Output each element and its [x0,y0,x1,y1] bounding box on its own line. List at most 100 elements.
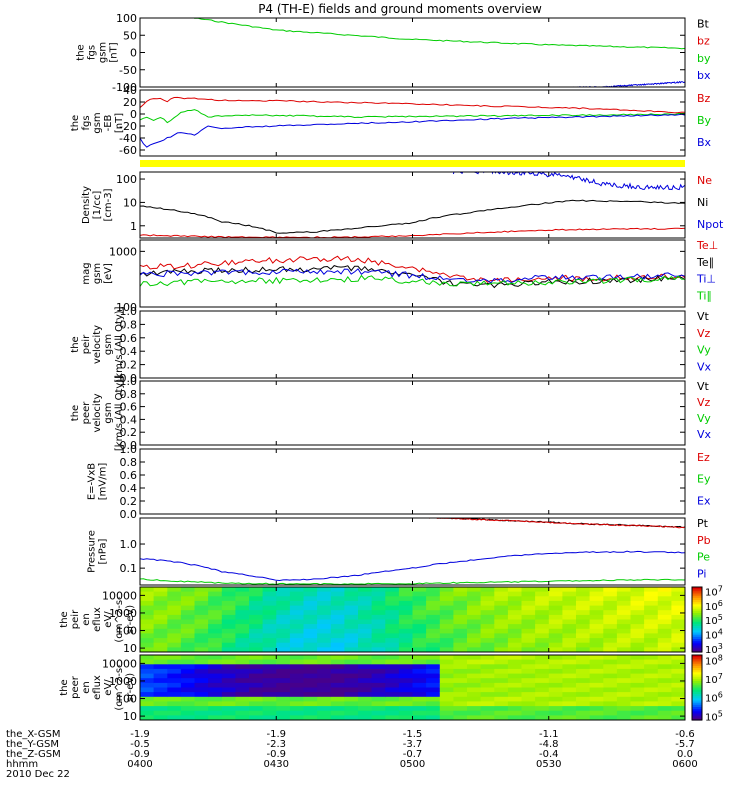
spectrogram-cell [208,701,223,707]
spectrogram-cell [371,715,386,720]
spectrogram-cell [221,638,236,644]
spectrogram-cell [644,696,659,702]
spectrogram-cell [507,673,523,679]
spectrogram-cell [140,647,155,652]
spectrogram-cell [330,596,345,602]
spectrogram-cell [616,692,632,698]
y-tick-label: 0.8 [120,318,138,331]
spectrogram-cell [412,610,427,616]
spectrogram-cell [221,668,236,675]
spectrogram-cell [453,624,468,630]
spectrogram-cell [616,633,632,639]
spectrogram-cell [208,692,223,698]
spectrogram-cell [303,655,318,661]
spectrogram-cell [385,701,400,707]
y-axis-label-line: eV/ [103,611,114,628]
spectrogram-cell [235,642,250,648]
spectrogram-cell [385,633,400,639]
legend-entry: Te⊥ [696,239,718,252]
spectrogram-cell [208,682,223,689]
y-axis-label-line: peer [81,401,92,425]
spectrogram-cell [494,619,509,625]
spectrogram-cell [589,664,604,670]
spectrogram-cell [194,692,209,698]
spectrogram-cell [194,591,209,597]
spectrogram-cell [371,638,386,644]
y-tick-label: 1.0 [120,443,138,456]
spectrogram-cell [439,633,454,639]
colorbar-segment [692,689,702,693]
spectrogram-cell [289,701,305,707]
colorbar-tick-label: 103 [705,642,723,656]
colorbar-segment [692,647,702,651]
spectrogram-cell [208,715,223,720]
spectrogram-cell [603,673,618,679]
spectrogram-cell [235,596,250,602]
legend-entry: Npot [697,218,724,231]
spectrogram-cell [644,655,659,661]
series-group-1 [140,96,685,148]
spectrogram-cell [208,624,223,630]
spectrogram-cell [576,673,591,679]
spectrogram-cell [371,692,386,698]
spectrogram-cell [630,600,645,607]
spectrogram-cell [453,678,468,684]
spectrogram-cell [235,668,250,675]
colorbar-segment [692,685,702,689]
spectrogram-cell [180,642,196,648]
legend-entry: by [697,52,711,65]
spectrogram-cell [317,655,332,661]
colorbar-segment [692,613,702,616]
spectrogram-cell [644,664,659,670]
spectrogram-cell [140,600,155,607]
spectrogram-cell [194,673,209,679]
spectrogram-cell [167,624,182,630]
spectrogram-cell [385,628,400,634]
spectrogram-cell [344,701,359,707]
spectrogram-cell [480,715,495,720]
spectrogram-cell [562,687,577,693]
time-axis-value: 0500 [400,759,425,770]
spectrogram-cell [276,591,291,597]
spectrogram-cell [467,659,482,665]
legend-entry: Vt [697,310,710,323]
spectrogram-cell [303,687,318,693]
spectrogram-cell [167,668,182,675]
spectrogram-cell [412,687,427,693]
y-tick-label: 1000 [109,607,137,620]
y-tick-label: 1.0 [120,538,138,551]
spectrogram-cell [249,596,264,602]
spectrogram-cell [548,687,563,693]
spectrogram-cell [671,624,685,630]
spectrogram-cell [439,591,454,597]
spectrogram-cell [262,624,277,630]
spectrogram-cell [398,696,414,702]
spectrogram-cell [180,587,196,593]
spectrogram-cell [167,605,182,611]
spectrogram-cell [249,587,264,593]
spectrogram-cell [521,596,536,602]
spectrogram-cell [276,696,291,702]
spectrogram-cell [657,687,672,693]
spectrogram-cell [494,587,509,593]
spectrogram-cell [589,647,604,652]
spectrogram-cell [535,614,550,621]
spectrogram-cell [140,587,155,593]
spectrogram-cell [167,591,182,597]
spectrogram-cell [589,628,604,634]
spectrogram-cell [521,587,536,593]
spectrogram-cell [398,687,414,693]
spectrogram-cell [317,596,332,602]
spectrogram-cell [140,659,155,665]
spectrogram-cell [467,664,482,670]
spectrogram-cell [371,659,386,665]
spectrogram-cell [412,596,427,602]
y-axis-label-line: [eV] [103,263,114,284]
spectrogram-cell [303,633,318,639]
spectrogram-cell [603,692,618,698]
spectrogram-cell [153,610,168,616]
y-axis-label-line: [cm-3] [103,188,114,221]
spectrogram-cell [603,624,618,630]
spectrogram-cell [194,624,209,630]
y-tick-label: 0.4 [120,345,138,358]
